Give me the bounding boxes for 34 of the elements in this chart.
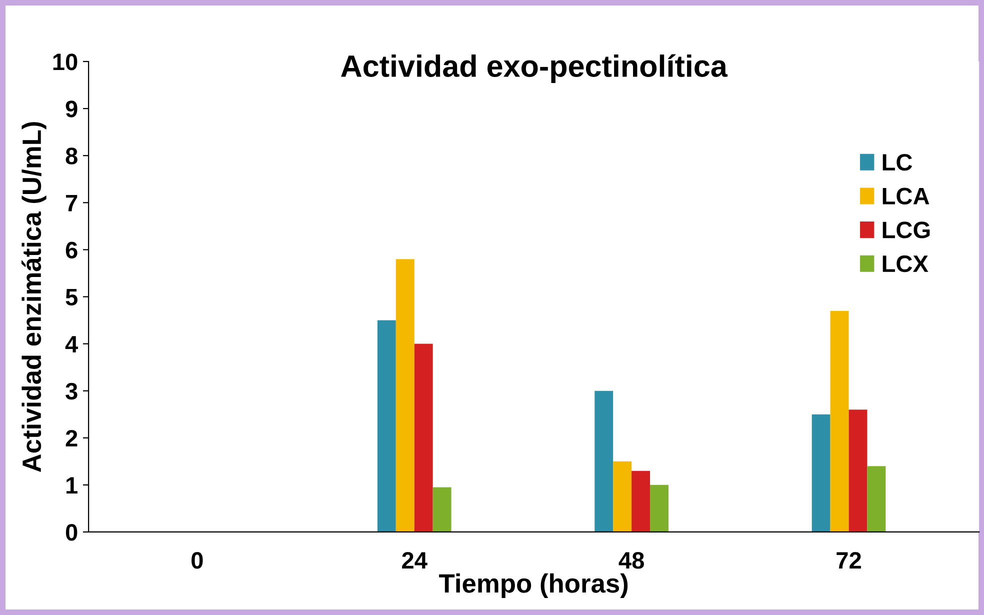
y-tick-label: 8 xyxy=(66,148,78,164)
bar xyxy=(650,484,668,532)
y-tick-label: 9 xyxy=(66,100,78,118)
y-tick-label: 3 xyxy=(66,382,78,400)
bar xyxy=(396,259,414,532)
bar xyxy=(812,414,830,532)
y-tick-label: 2 xyxy=(66,430,78,446)
y-tick-label: 0 xyxy=(66,524,78,541)
bar xyxy=(414,344,433,532)
bar xyxy=(613,461,632,532)
legend-label: LC xyxy=(882,154,912,171)
y-tick-label: 6 xyxy=(66,242,78,258)
y-tick-label: 7 xyxy=(66,194,78,212)
x-tick-label: 48 xyxy=(618,552,644,569)
legend-label: LCA xyxy=(882,188,930,204)
x-axis-title: Tiempo (horas) xyxy=(439,573,628,598)
y-tick-label: 5 xyxy=(66,289,78,306)
y-tick-label: 10 xyxy=(53,54,78,70)
x-tick-label: 0 xyxy=(192,552,203,569)
bar xyxy=(830,310,849,532)
bar xyxy=(632,470,650,532)
y-tick-label: 1 xyxy=(66,477,78,494)
bar xyxy=(594,390,614,532)
x-tick-label: 72 xyxy=(836,552,861,569)
bar xyxy=(377,320,396,532)
x-tick-label: 24 xyxy=(402,552,428,569)
y-tick-label: 4 xyxy=(65,336,78,352)
bar xyxy=(867,466,886,532)
bar xyxy=(432,487,452,532)
chart-title: Actividad exo-pectinolítica xyxy=(341,54,728,84)
y-axis-title: Actividad enzimática (U/mL) xyxy=(21,122,46,472)
bar xyxy=(848,410,868,532)
legend-label: LCX xyxy=(882,255,928,272)
legend-label: LCG xyxy=(882,222,930,238)
